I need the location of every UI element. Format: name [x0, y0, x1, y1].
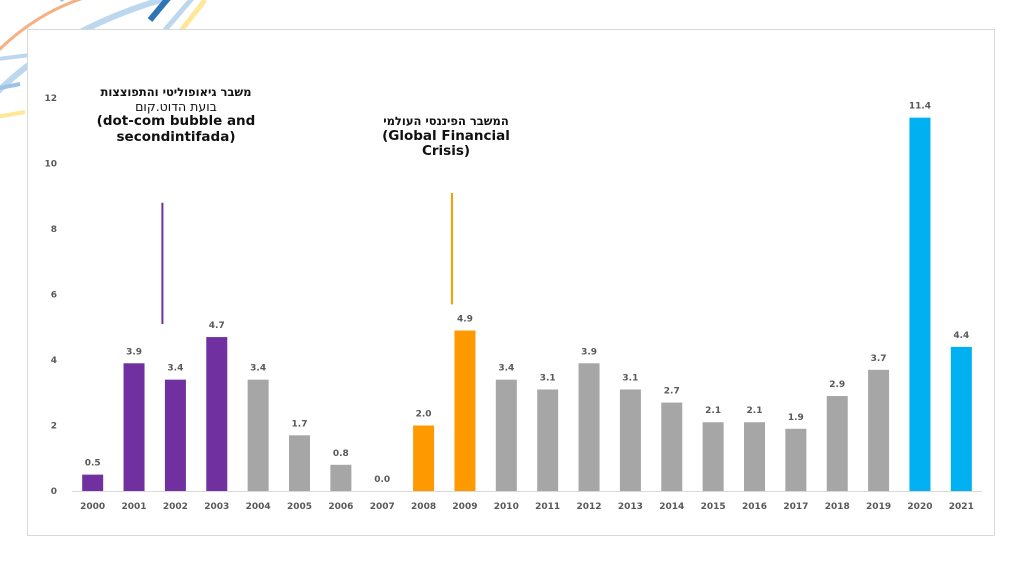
data-label-2016: 2.1	[747, 406, 763, 416]
data-label-2006: 0.8	[333, 449, 349, 459]
bar-2008	[413, 425, 435, 491]
x-tick-label-2017: 2017	[783, 502, 808, 512]
data-label-2001: 3.9	[126, 347, 142, 357]
bar-2004	[247, 379, 269, 491]
bar-2001	[123, 363, 145, 491]
x-tick-label-2013: 2013	[618, 502, 643, 512]
data-label-2019: 3.7	[871, 354, 887, 364]
data-label-2015: 2.1	[705, 406, 721, 416]
x-tick-label-2001: 2001	[122, 502, 147, 512]
x-tick-label-2021: 2021	[949, 502, 974, 512]
x-tick-label-2011: 2011	[535, 502, 560, 512]
data-label-2004: 3.4	[250, 364, 266, 374]
data-label-2002: 3.4	[167, 364, 183, 374]
bar-2014	[661, 402, 683, 491]
x-tick-label-2008: 2008	[411, 502, 436, 512]
bar-2012	[578, 363, 600, 491]
x-tick-label-2019: 2019	[866, 502, 891, 512]
bar-2010	[495, 379, 517, 491]
annotation-gfc-line1: המשבר הפיננסי העולמי	[383, 114, 509, 128]
annotation-dotcom-line3: (dot-com bubble and	[96, 113, 256, 130]
bar-2017	[785, 428, 807, 491]
y-tick-label: 4	[51, 356, 57, 366]
x-tick-label-2006: 2006	[328, 502, 353, 512]
x-tick-label-2018: 2018	[825, 502, 850, 512]
bar-2013	[619, 389, 641, 491]
data-label-2009: 4.9	[457, 315, 473, 325]
y-tick-label: 2	[51, 422, 57, 432]
x-tick-label-2009: 2009	[452, 502, 477, 512]
y-tick-label: 8	[51, 225, 57, 235]
bar-2016	[744, 422, 765, 491]
bar-2011	[537, 389, 559, 491]
y-tick-label: 10	[44, 160, 57, 170]
data-label-2013: 3.1	[622, 373, 638, 383]
x-tick-label-2014: 2014	[659, 502, 684, 512]
y-tick-label: 0	[51, 487, 57, 497]
bar-2018	[826, 396, 848, 491]
annotation-dotcom-line1: משבר גיאופוליטי והתפוצצות	[100, 85, 252, 99]
y-tick-label: 12	[44, 94, 57, 104]
annotation-dotcom: משבר גיאופוליטי והתפוצצות בועת הדוט.קום …	[86, 85, 266, 146]
x-tick-label-2020: 2020	[907, 502, 932, 512]
x-tick-label-2016: 2016	[742, 502, 767, 512]
x-tick-label-2005: 2005	[287, 502, 312, 512]
bar-2005	[289, 435, 310, 491]
data-label-2010: 3.4	[498, 364, 514, 374]
x-tick-label-2002: 2002	[163, 502, 188, 512]
data-label-2020: 11.4	[909, 102, 931, 112]
bar-2009	[454, 330, 476, 491]
bar-2015	[702, 422, 724, 491]
data-label-2021: 4.4	[953, 331, 969, 341]
bar-2000	[82, 474, 104, 491]
data-label-2011: 3.1	[540, 373, 556, 383]
x-tick-label-2000: 2000	[80, 502, 105, 512]
data-label-2008: 2.0	[416, 410, 432, 420]
bar-2020	[909, 117, 931, 492]
x-tick-label-2012: 2012	[577, 502, 602, 512]
x-tick-label-2010: 2010	[494, 502, 519, 512]
data-label-2018: 2.9	[829, 380, 845, 390]
data-label-2017: 1.9	[788, 413, 804, 423]
y-tick-label: 6	[51, 291, 57, 301]
bar-2019	[868, 369, 890, 491]
annotation-dotcom-line4: secondintifada)	[116, 129, 236, 146]
annotation-gfc-line3: Crisis)	[421, 143, 471, 160]
bar-2003	[206, 337, 228, 491]
bar-2006	[330, 464, 352, 491]
x-tick-label-2007: 2007	[370, 502, 395, 512]
x-tick-label-2015: 2015	[701, 502, 726, 512]
data-label-2012: 3.9	[581, 347, 597, 357]
annotation-gfc-line2: (Global Financial	[382, 127, 510, 144]
data-label-2014: 2.7	[664, 387, 680, 397]
bar-2021	[950, 346, 972, 491]
data-label-2005: 1.7	[292, 419, 308, 429]
bar-2002	[164, 379, 186, 491]
annotation-dotcom-line2: בועת הדוט.קום	[135, 98, 217, 114]
data-label-2003: 4.7	[209, 321, 225, 331]
data-label-2007: 0.0	[374, 475, 390, 485]
data-label-2000: 0.5	[85, 459, 101, 469]
x-tick-label-2003: 2003	[204, 502, 229, 512]
x-tick-label-2004: 2004	[246, 502, 271, 512]
annotation-gfc: המשבר הפיננסי העולמי (Global Financial C…	[356, 114, 536, 160]
